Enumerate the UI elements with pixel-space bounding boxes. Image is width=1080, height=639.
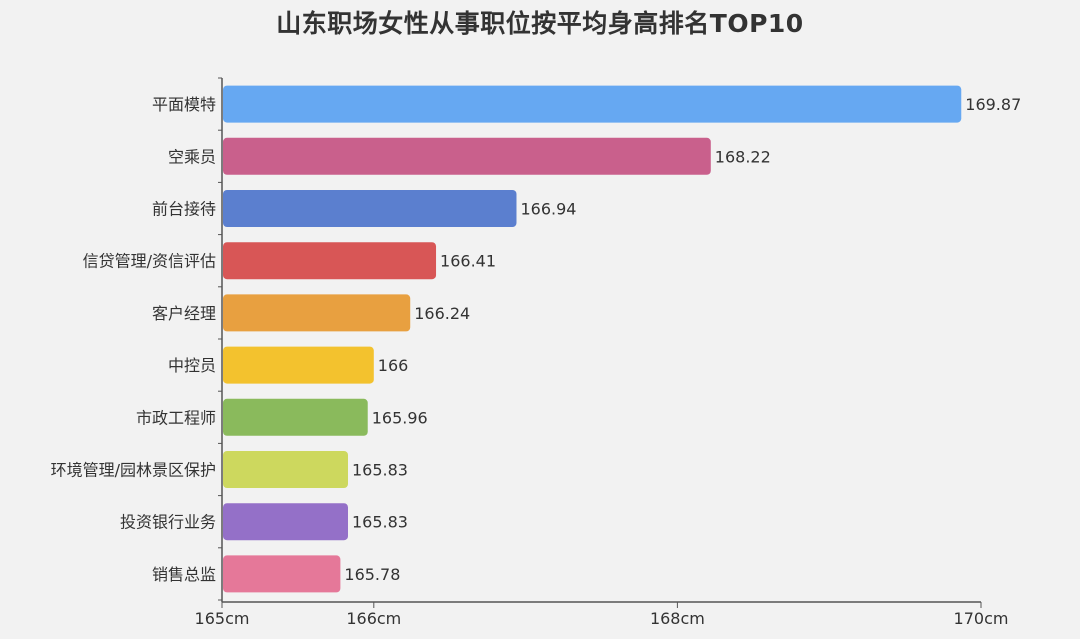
value-label-2: 166.94 [520, 200, 576, 219]
bar-7 [223, 451, 348, 488]
bar-9 [223, 555, 341, 593]
chart-title: 山东职场女性从事职位按平均身高排名TOP10 [276, 9, 804, 38]
value-label-1: 168.22 [715, 147, 771, 166]
category-label-9: 销售总监 [152, 565, 216, 584]
value-label-9: 165.78 [344, 565, 400, 584]
bar-3 [223, 242, 437, 280]
value-label-5: 166 [378, 356, 409, 375]
category-label-2: 前台接待 [152, 200, 216, 219]
category-label-6: 市政工程师 [136, 408, 216, 427]
value-label-3: 166.41 [440, 252, 496, 271]
category-label-3: 信贷管理/资信评估 [83, 252, 216, 271]
value-label-4: 166.24 [414, 304, 470, 323]
x-tick-label-2: 168cm [650, 609, 705, 628]
x-tick-label-0: 165cm [195, 609, 250, 628]
category-label-4: 客户经理 [152, 304, 216, 323]
value-label-8: 165.83 [352, 513, 408, 532]
x-tick-label-1: 166cm [346, 609, 401, 628]
bar-5 [223, 346, 374, 384]
value-label-6: 165.96 [372, 408, 428, 427]
bar-1 [223, 137, 711, 175]
value-label-7: 165.83 [352, 461, 408, 480]
x-tick-label-3: 170cm [954, 609, 1009, 628]
category-label-8: 投资银行业务 [120, 513, 216, 532]
bar-6 [223, 398, 368, 436]
bar-4 [223, 294, 411, 332]
category-label-7: 环境管理/园林景区保护 [51, 461, 216, 480]
bar-0 [223, 85, 962, 123]
category-label-0: 平面模特 [152, 95, 216, 114]
category-label-5: 中控员 [168, 356, 216, 375]
bar-8 [223, 503, 348, 541]
bar-2 [223, 190, 517, 227]
value-label-0: 169.87 [965, 95, 1021, 114]
category-label-1: 空乘员 [168, 147, 216, 166]
